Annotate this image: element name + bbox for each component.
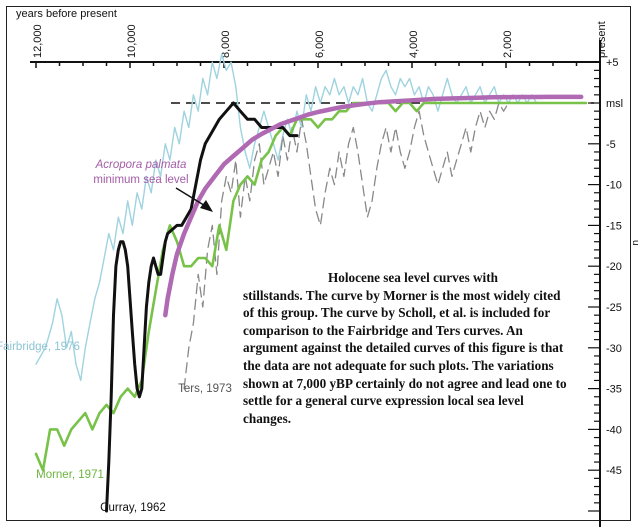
y-tick-label: -40: [606, 424, 622, 436]
y-tick-label: -15: [606, 220, 622, 232]
x-tick-label: 8,000: [220, 30, 232, 58]
y-tick-label: -35: [606, 384, 622, 396]
caption-first-line: Holocene sea level curves with: [328, 270, 498, 285]
caption-body: stillstands. The curve by Morner is the …: [243, 287, 567, 426]
y-tick-label: msl: [606, 98, 623, 110]
fairbridge-label: Fairbridge, 1976: [0, 341, 80, 353]
series-layer: [34, 53, 588, 513]
y-tick-label: -45: [606, 465, 622, 477]
y-tick-label: -5: [606, 139, 616, 151]
y-tick-label: -20: [606, 261, 622, 273]
morner-label: Morner, 1971: [36, 469, 104, 481]
curray-label: Curray, 1962: [100, 502, 166, 514]
figure-frame: [6, 6, 631, 521]
y-tick-label: -10: [606, 180, 622, 192]
curray-series: [105, 101, 299, 513]
y-tick-label: -25: [606, 302, 622, 314]
acropora-series: [163, 94, 584, 318]
chart-caption: Holocene sea level curves with stillstan…: [243, 269, 573, 428]
x-tick-label: 12,000: [32, 24, 44, 58]
morner-series: [34, 101, 588, 472]
ters-label: Ters, 1973: [178, 383, 232, 395]
acropora-label-line1: Acropora palmata: [95, 159, 187, 171]
x-axis-title: years before present: [16, 8, 117, 20]
y-tick-label: -30: [606, 343, 622, 355]
x-tick-label: present: [596, 21, 608, 58]
acropora-label-line2: minimum sea level: [93, 174, 188, 186]
annotation-layer: Fairbridge, 1976 Morner, 1971 Ters, 1973 Cu…: [0, 159, 232, 514]
x-tick-label: 10,000: [126, 24, 138, 58]
x-tick-label: 2,000: [502, 30, 514, 58]
right-axis-partial-label: u: [630, 240, 638, 246]
arrow-head: [200, 200, 213, 212]
y-tick-label: +5: [606, 57, 619, 69]
x-tick-label: 6,000: [314, 30, 326, 58]
x-tick-label: 4,000: [408, 30, 420, 58]
arrow-shaft: [175, 187, 208, 208]
